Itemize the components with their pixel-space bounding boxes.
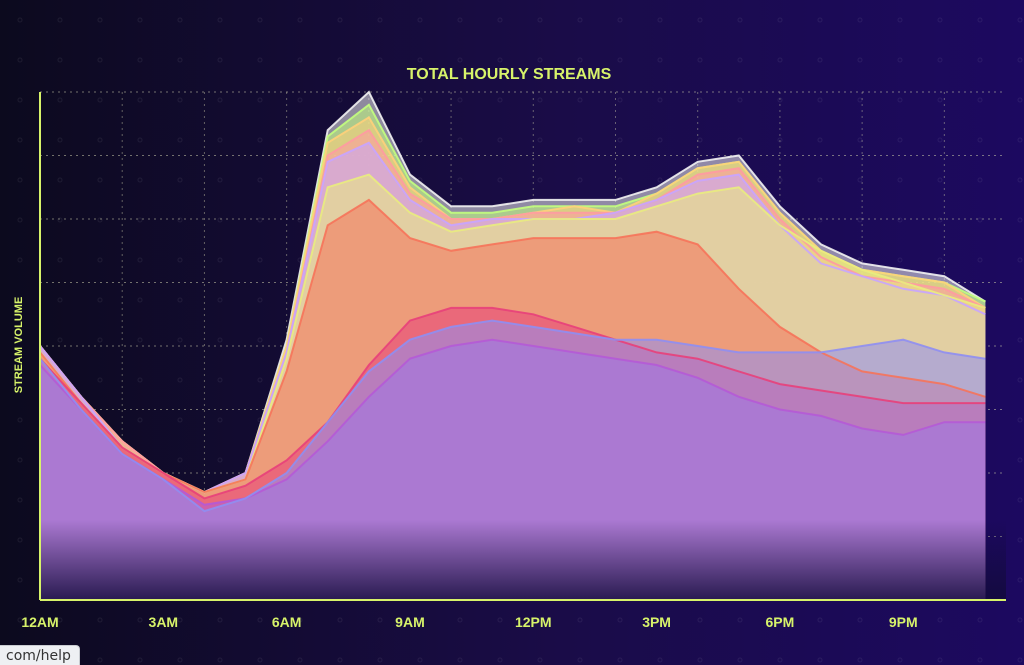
x-tick-label: 9PM xyxy=(889,614,918,630)
x-tick-label: 12PM xyxy=(515,614,552,630)
y-axis-label: STREAM VOLUME xyxy=(13,297,25,394)
x-tick-label: 9AM xyxy=(395,614,425,630)
x-tick-label: 6PM xyxy=(766,614,795,630)
series-line-2 xyxy=(39,338,986,506)
bottom-fade-overlay xyxy=(40,520,1006,600)
axes xyxy=(39,92,1006,601)
series-line-3 xyxy=(39,306,986,500)
chart-title: TOTAL HOURLY STREAMS xyxy=(407,66,612,83)
x-tick-label: 6AM xyxy=(272,614,302,630)
series-line-1 xyxy=(39,319,986,513)
x-tick-label: 12AM xyxy=(21,614,58,630)
x-tick-label: 3PM xyxy=(642,614,671,630)
series-line-4 xyxy=(39,198,986,494)
status-bar-url: com/help xyxy=(0,645,80,665)
x-tick-label: 3AM xyxy=(149,614,179,630)
x-tick-labels: 12AM 3AM 6AM 9AM 12PM 3PM 6PM 9PM xyxy=(21,614,917,630)
